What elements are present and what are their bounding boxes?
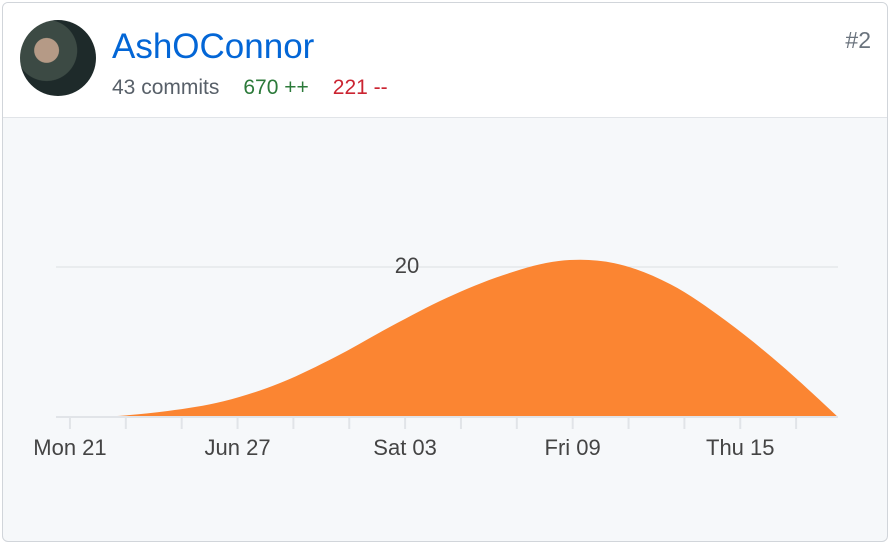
chart: 20 Mon 21 Jun 27 Sat 03 Fri 09 Thu 15 xyxy=(33,253,838,460)
x-tick-label: Fri 09 xyxy=(545,435,601,460)
y-tick-label: 20 xyxy=(395,253,419,278)
x-tick-label: Thu 15 xyxy=(706,435,775,460)
contributor-card: AshOConnor 43 commits 670 ++ 221 -- #2 20 M… xyxy=(2,2,888,542)
x-tick-label: Sat 03 xyxy=(373,435,437,460)
user-name[interactable]: AshOConnor xyxy=(112,27,315,66)
additions: 670 ++ xyxy=(243,76,309,99)
deletions: 221 -- xyxy=(332,76,388,99)
avatar[interactable] xyxy=(20,20,96,96)
x-tick-label: Jun 27 xyxy=(205,435,271,460)
stats: 43 commits 670 ++ 221 -- xyxy=(112,76,388,100)
card-header: AshOConnor 43 commits 670 ++ 221 -- #2 xyxy=(3,3,887,118)
x-tick-label: Mon 21 xyxy=(33,435,106,460)
rank: #2 xyxy=(845,27,871,53)
commit-area xyxy=(56,259,838,417)
commit-count[interactable]: 43 commits xyxy=(112,76,220,99)
